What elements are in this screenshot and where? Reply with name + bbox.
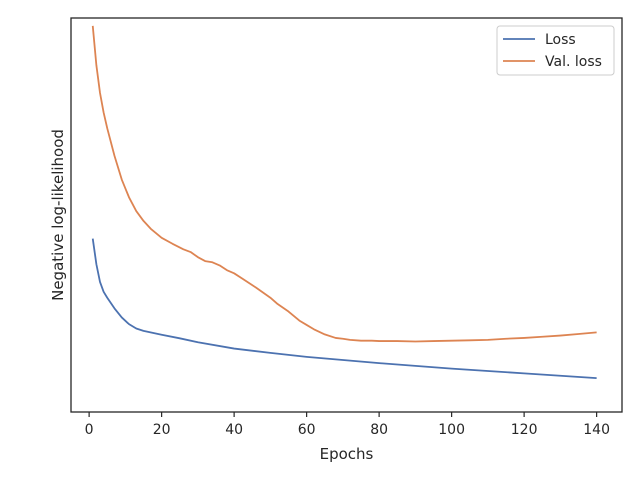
series-line-loss — [91, 238, 597, 380]
legend: Loss Val. loss — [496, 25, 615, 76]
y-axis-label: Negative log-likelihood — [49, 129, 67, 301]
x-tick-label: 140 — [583, 422, 610, 438]
legend-label-val-loss: Val. loss — [545, 54, 602, 70]
x-axis-ticks: 0 20 40 60 80 100 120 140 — [85, 412, 610, 438]
x-tick-label: 80 — [370, 422, 388, 438]
x-tick-label: 20 — [153, 422, 171, 438]
legend-label-loss: Loss — [545, 32, 576, 48]
x-tick-label: 120 — [511, 422, 538, 438]
x-tick-label: 0 — [85, 422, 94, 438]
x-tick-label: 60 — [298, 422, 316, 438]
x-tick-label: 100 — [438, 422, 465, 438]
plot-area — [91, 25, 597, 380]
x-axis-label: Epochs — [320, 445, 374, 463]
x-tick-label: 40 — [225, 422, 243, 438]
series-line-val-loss — [91, 25, 597, 343]
plot-frame — [70, 17, 623, 413]
